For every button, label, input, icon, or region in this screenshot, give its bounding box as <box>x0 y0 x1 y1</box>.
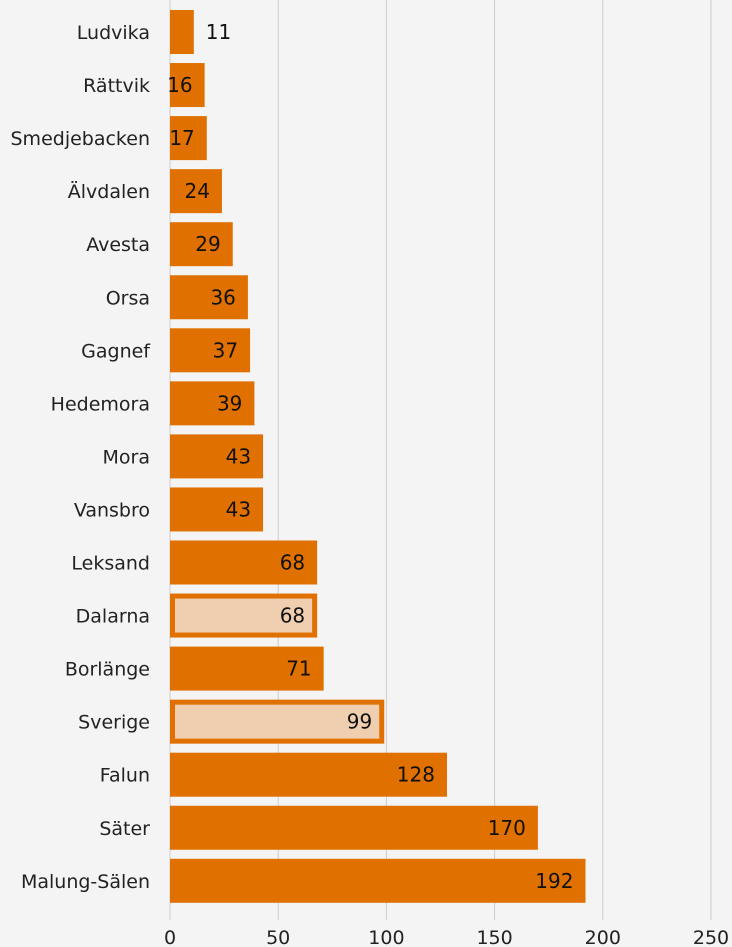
value-label-rattvik: 16 <box>167 73 192 97</box>
value-label-malung-salen: 192 <box>535 869 573 893</box>
x-tick-label-0: 0 <box>164 927 176 947</box>
value-label-orsa: 36 <box>210 285 235 309</box>
value-label-dalarna: 68 <box>280 604 305 628</box>
bar-orsa <box>170 275 248 320</box>
bar-vansbro <box>170 487 264 532</box>
value-label-gagnef: 37 <box>213 338 238 362</box>
bar-sverige <box>170 699 385 744</box>
category-label-dalarna: Dalarna <box>76 606 150 628</box>
value-labels: 11 16 17 24 29 36 37 39 43 43 68 68 71 99 128 170 192 <box>167 20 573 893</box>
x-axis-ticks: 0 50 100 150 200 250 <box>164 927 729 947</box>
value-label-sverige: 99 <box>347 710 372 734</box>
bar-hedemora <box>170 381 255 426</box>
bars <box>170 10 586 903</box>
category-label-sverige: Sverige <box>78 712 150 734</box>
bar-leksand <box>170 540 318 585</box>
value-label-vansbro: 43 <box>226 497 251 521</box>
bar-mora <box>170 434 264 479</box>
value-label-mora: 43 <box>226 444 251 468</box>
x-tick-label-150: 150 <box>476 927 512 947</box>
value-label-sater: 170 <box>488 816 526 840</box>
category-label-gagnef: Gagnef <box>81 340 151 362</box>
category-label-hedemora: Hedemora <box>51 393 150 415</box>
value-label-hedemora: 39 <box>217 391 242 415</box>
category-label-borlange: Borlänge <box>65 659 150 681</box>
category-labels: Ludvika Rättvik Smedjebacken Älvdalen Avesta… <box>11 22 152 893</box>
category-label-mora: Mora <box>103 446 150 468</box>
bar-avesta <box>170 222 233 267</box>
value-label-smedjebacken: 17 <box>169 126 194 150</box>
bar-rattvik <box>170 63 205 108</box>
bar-sater <box>170 805 538 850</box>
value-label-ludvika: 11 <box>206 20 231 44</box>
category-label-orsa: Orsa <box>106 287 150 309</box>
category-label-leksand: Leksand <box>71 553 150 575</box>
category-label-falun: Falun <box>100 765 150 787</box>
x-tick-label-100: 100 <box>368 927 404 947</box>
bar-borlange <box>170 646 324 691</box>
value-label-falun: 128 <box>397 763 435 787</box>
bar-ludvika <box>170 10 194 54</box>
category-label-rattvik: Rättvik <box>83 75 150 97</box>
x-tick-label-200: 200 <box>585 927 621 947</box>
category-label-alvdalen: Älvdalen <box>68 180 150 203</box>
bar-dalarna <box>170 593 318 638</box>
value-label-leksand: 68 <box>280 551 305 575</box>
bar-malung-salen <box>170 858 586 903</box>
category-label-ludvika: Ludvika <box>77 22 150 44</box>
x-tick-label-250: 250 <box>693 927 729 947</box>
category-label-malung-salen: Malung-Sälen <box>21 871 150 893</box>
value-label-avesta: 29 <box>195 232 220 256</box>
x-tick-label-50: 50 <box>266 927 290 947</box>
bar-smedjebacken <box>170 116 207 161</box>
category-label-avesta: Avesta <box>86 234 150 256</box>
category-label-vansbro: Vansbro <box>74 499 150 521</box>
category-label-smedjebacken: Smedjebacken <box>11 128 151 150</box>
bar-gagnef <box>170 328 251 373</box>
value-label-borlange: 71 <box>286 657 311 681</box>
bar-alvdalen <box>170 169 222 214</box>
category-label-sater: Säter <box>99 818 150 840</box>
bar-falun <box>170 752 447 797</box>
value-label-alvdalen: 24 <box>184 179 209 203</box>
